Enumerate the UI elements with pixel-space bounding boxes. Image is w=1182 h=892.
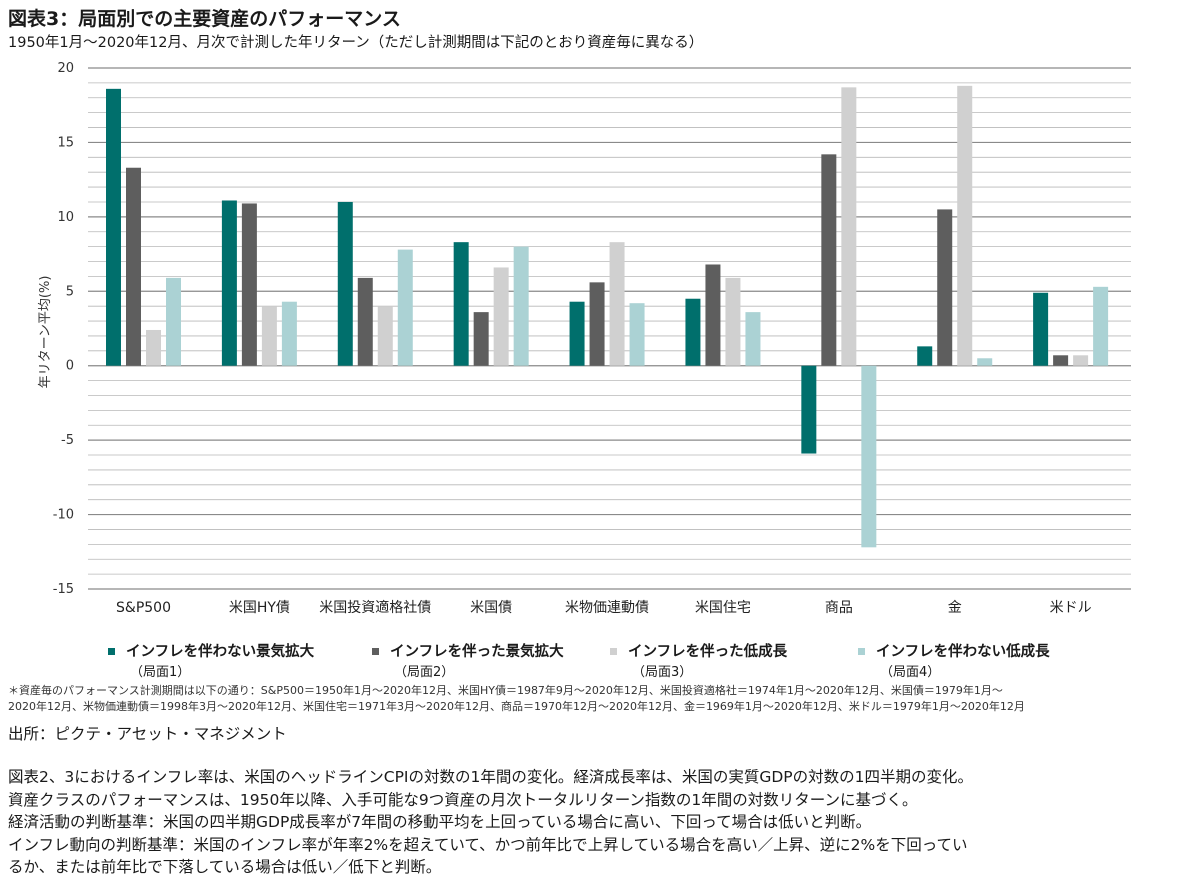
bar-3: [609, 242, 625, 366]
y-axis-ticks: 20 15 10 5 0 -5 -10 -15: [53, 61, 74, 597]
bar-3: [841, 87, 857, 366]
bar-2: [821, 154, 837, 366]
x-tick-label: 商品: [825, 600, 853, 616]
gridlines: [88, 67, 1131, 590]
legend-label-1: インフレを伴わない景気拡大: [126, 644, 315, 660]
legend-phase-2: （局面2）: [394, 665, 455, 680]
bar-1: [917, 346, 933, 366]
bar-4: [745, 312, 761, 366]
x-tick-label: 米国投資適格社債: [319, 599, 431, 616]
bar-4: [629, 303, 645, 366]
description-line-4: インフレ動向の判断基準：米国のインフレ率が年率2%を超えていて、かつ前年比で上昇…: [8, 835, 968, 854]
description-line-5: るか、または前年比で下落している場合は低い／低下と判断。: [8, 858, 442, 876]
bar-chart: 20 15 10 5 0 -5 -10 -15 S&P500 米国HY債 米国投資適格社債 米国債 米…: [38, 61, 1131, 616]
description-line-3: 経済活動の判断基準：米国の四半期GDP成長率が7年間の移動平均を上回っている場合…: [8, 813, 872, 831]
legend-phase-1: （局面1）: [130, 665, 191, 680]
bar-3: [957, 85, 973, 366]
bars: [106, 85, 1109, 548]
description-line-2: 資産クラスのパフォーマンスは、1950年以降、入手可能な9つ資産の月次トータルリ…: [8, 790, 918, 809]
bar-1: [453, 242, 469, 366]
y-tick-label: 10: [57, 210, 74, 225]
legend-swatch-3: [610, 648, 617, 655]
period-footnote: ＊資産毎のパフォーマンス計測期間は以下の通り：S&P500＝1950年1月～20…: [8, 683, 1174, 715]
bar-2: [1053, 355, 1069, 366]
bar-3: [261, 306, 277, 366]
y-tick-label: -5: [61, 433, 74, 448]
description-line-1: 図表2、3におけるインフレ率は、米国のヘッドラインCPIの対数の1年間の変化。経…: [8, 768, 974, 786]
bar-3: [725, 277, 741, 366]
bar-1: [337, 201, 353, 366]
bar-4: [166, 277, 181, 366]
bar-2: [937, 209, 953, 366]
y-tick-label: 20: [57, 61, 74, 76]
legend-phase-3: （局面3）: [632, 665, 693, 680]
bar-4: [281, 301, 297, 366]
legend-label-4: インフレを伴わない低成長: [876, 644, 1050, 660]
bar-3: [377, 306, 393, 366]
legend-swatch-1: [108, 648, 115, 655]
y-tick-label: 5: [66, 284, 74, 299]
source-text: 出所：ピクテ・アセット・マネジメント: [8, 725, 287, 743]
bar-4: [1093, 286, 1109, 366]
methodology-notes: 図表2、3におけるインフレ率は、米国のヘッドラインCPIの対数の1年間の変化。経…: [8, 766, 1178, 879]
x-tick-label: 米国住宅: [695, 600, 751, 616]
footnote-line-1: ＊資産毎のパフォーマンス計測期間は以下の通り：S&P500＝1950年1月～20…: [8, 684, 1003, 697]
x-tick-label: 米国債: [470, 600, 512, 616]
bar-2: [241, 203, 257, 366]
y-tick-label: -15: [53, 582, 74, 597]
chart-title: 図表3：局面別での主要資産のパフォーマンス: [8, 8, 401, 30]
x-tick-label: 米ドル: [1050, 600, 1092, 616]
x-tick-label: 金: [948, 600, 962, 616]
x-tick-label: S&P500: [116, 600, 171, 616]
y-axis-label: 年リターン平均(%): [38, 276, 53, 389]
bar-1: [801, 365, 817, 454]
chart-subtitle: 1950年1月～2020年12月、月次で計測した年リターン（ただし計測期間は下記…: [8, 35, 704, 51]
bar-4: [977, 358, 993, 366]
legend-phase-4: （局面4）: [880, 665, 941, 680]
bar-4: [861, 365, 877, 548]
bar-4: [397, 249, 413, 366]
legend: インフレを伴わない景気拡大 （局面1） インフレを伴った景気拡大 （局面2） イ…: [0, 640, 1182, 680]
legend-label-2: インフレを伴った景気拡大: [390, 644, 564, 660]
bar-1: [106, 88, 121, 366]
bar-3: [493, 267, 509, 366]
y-tick-label: -10: [53, 508, 74, 523]
bar-3: [1073, 355, 1089, 366]
bar-1: [1033, 292, 1049, 366]
bar-4: [513, 246, 529, 366]
bar-1: [221, 200, 237, 366]
y-tick-label: 0: [66, 359, 74, 374]
bar-2: [473, 312, 489, 366]
bar-2: [126, 167, 141, 366]
x-tick-label: 米物価連動債: [565, 600, 649, 616]
bar-2: [705, 264, 721, 366]
bar-2: [589, 282, 605, 366]
x-axis-ticks: S&P500 米国HY債 米国投資適格社債 米国債 米物価連動債 米国住宅 商品 金 米ドル: [116, 599, 1092, 616]
bar-2: [357, 277, 373, 366]
legend-label-3: インフレを伴った低成長: [628, 644, 788, 660]
footnote-line-2: 2020年12月、米物価連動債＝1998年3月～2020年12月、米国住宅＝19…: [8, 700, 1025, 713]
legend-swatch-4: [858, 648, 865, 655]
x-tick-label: 米国HY債: [229, 600, 290, 616]
y-tick-label: 15: [57, 135, 74, 150]
bar-1: [569, 301, 585, 366]
legend-swatch-2: [372, 648, 379, 655]
bar-3: [146, 329, 161, 366]
bar-1: [685, 298, 701, 366]
